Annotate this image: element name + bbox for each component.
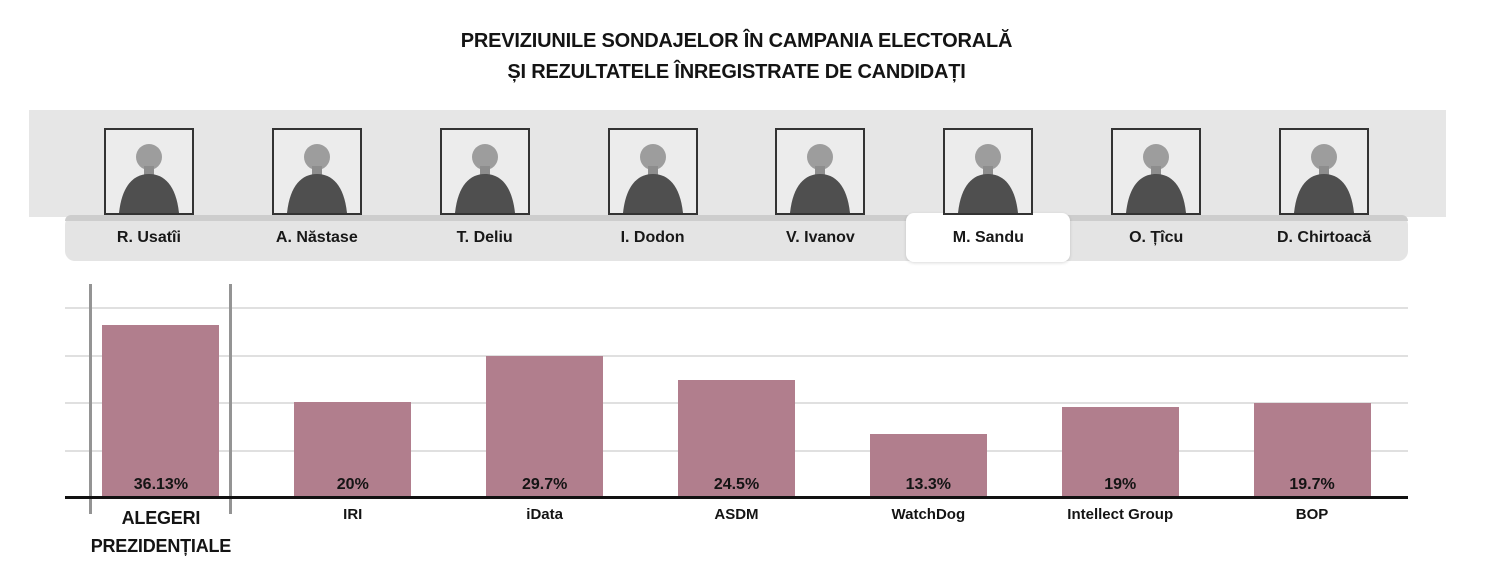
category-label-alegeri-prezidentiale: ALEGERI PREZIDENȚIALE bbox=[90, 508, 232, 556]
candidate-tab-row bbox=[65, 215, 1408, 261]
gridline-30pct bbox=[65, 354, 1408, 357]
tab-label: A. Năstase bbox=[275, 229, 358, 246]
bar-asdm bbox=[678, 380, 795, 497]
gridline-40pct bbox=[65, 307, 1408, 310]
tab-candidate-o-ticu[interactable]: O. Țîcu bbox=[1072, 215, 1240, 261]
chart-title-line1: PREVIZIUNILE SONDAJELOR ÎN CAMPANIA ELEC… bbox=[460, 30, 1013, 52]
candidate-photo-v-ivanov[interactable] bbox=[775, 128, 866, 215]
bar-alegeri-prezidentiale bbox=[102, 325, 220, 497]
bar-value-label: 20% bbox=[336, 476, 369, 493]
bar-bop bbox=[1253, 403, 1371, 497]
chart-baseline bbox=[65, 496, 1408, 499]
tab-label: D. Chirtoacă bbox=[1276, 229, 1372, 246]
category-label-bop: BOP bbox=[1295, 506, 1329, 523]
tab-label: M. Sandu bbox=[952, 228, 1024, 246]
category-label-iri: IRI bbox=[343, 506, 363, 523]
candidate-photo-r-usatii[interactable] bbox=[103, 128, 194, 215]
tab-candidate-d-chirtoaca[interactable]: D. Chirtoacă bbox=[1240, 215, 1408, 261]
tab-candidate-v-ivanov[interactable]: V. Ivanov bbox=[737, 215, 905, 261]
portrait-silhouette-icon bbox=[945, 130, 1032, 213]
tab-label: I. Dodon bbox=[620, 229, 685, 246]
tab-candidate-m-sandu[interactable]: M. Sandu bbox=[906, 213, 1071, 262]
chart-title-line2: ȘI REZULTATELE ÎNREGISTRATE DE CANDIDAȚI bbox=[507, 61, 966, 83]
bar-watchdog bbox=[869, 433, 987, 497]
portrait-silhouette-icon bbox=[777, 130, 864, 213]
portrait-silhouette-icon bbox=[441, 130, 528, 213]
tab-candidate-r-usatii[interactable]: R. Usatîi bbox=[65, 215, 233, 261]
tab-candidate-a-nastase[interactable]: A. Năstase bbox=[233, 215, 401, 261]
tab-row-top-edge bbox=[65, 215, 1408, 221]
bar-value-label: 36.13% bbox=[133, 476, 189, 493]
tab-label: V. Ivanov bbox=[786, 229, 855, 246]
chart-title: PREVIZIUNILE SONDAJELOR ÎN CAMPANIA ELEC… bbox=[65, 26, 1408, 88]
tab-label: R. Usatîi bbox=[116, 229, 181, 246]
category-label-asdm: ASDM bbox=[714, 506, 759, 523]
category-label-intellect-group: Intellect Group bbox=[1067, 506, 1174, 523]
category-label-idata: iData bbox=[526, 506, 563, 523]
portrait-silhouette-icon bbox=[1281, 130, 1368, 213]
tab-candidate-t-deliu[interactable]: T. Deliu bbox=[401, 215, 569, 261]
candidate-photo-band bbox=[29, 110, 1446, 217]
bar-intellect-group bbox=[1061, 406, 1179, 497]
candidate-photo-i-dodon[interactable] bbox=[607, 128, 698, 215]
bar-value-label: 13.3% bbox=[905, 476, 952, 493]
tab-label: T. Deliu bbox=[456, 229, 513, 246]
category-label-watchdog: WatchDog bbox=[891, 506, 966, 523]
candidate-photo-d-chirtoaca[interactable] bbox=[1279, 128, 1370, 215]
bar-value-label: 19% bbox=[1104, 476, 1137, 493]
bar-idata bbox=[486, 355, 604, 497]
portrait-silhouette-icon bbox=[609, 130, 696, 213]
bar-iri bbox=[294, 401, 412, 497]
candidate-photo-m-sandu[interactable] bbox=[943, 128, 1034, 215]
bar-value-label: 19.7% bbox=[1289, 476, 1335, 493]
bar-value-label: 24.5% bbox=[713, 476, 760, 493]
portrait-silhouette-icon bbox=[1113, 130, 1200, 213]
tab-label: O. Țîcu bbox=[1129, 229, 1184, 246]
candidate-photo-o-ticu[interactable] bbox=[1111, 128, 1202, 215]
candidate-photo-a-nastase[interactable] bbox=[271, 128, 362, 215]
tab-candidate-i-dodon[interactable]: I. Dodon bbox=[569, 215, 737, 261]
bar-value-label: 29.7% bbox=[521, 476, 568, 493]
highlight-marker-left bbox=[89, 284, 92, 514]
highlight-marker-right bbox=[228, 284, 232, 514]
candidate-photo-t-deliu[interactable] bbox=[439, 128, 530, 215]
portrait-silhouette-icon bbox=[105, 130, 192, 213]
portrait-silhouette-icon bbox=[273, 130, 360, 213]
